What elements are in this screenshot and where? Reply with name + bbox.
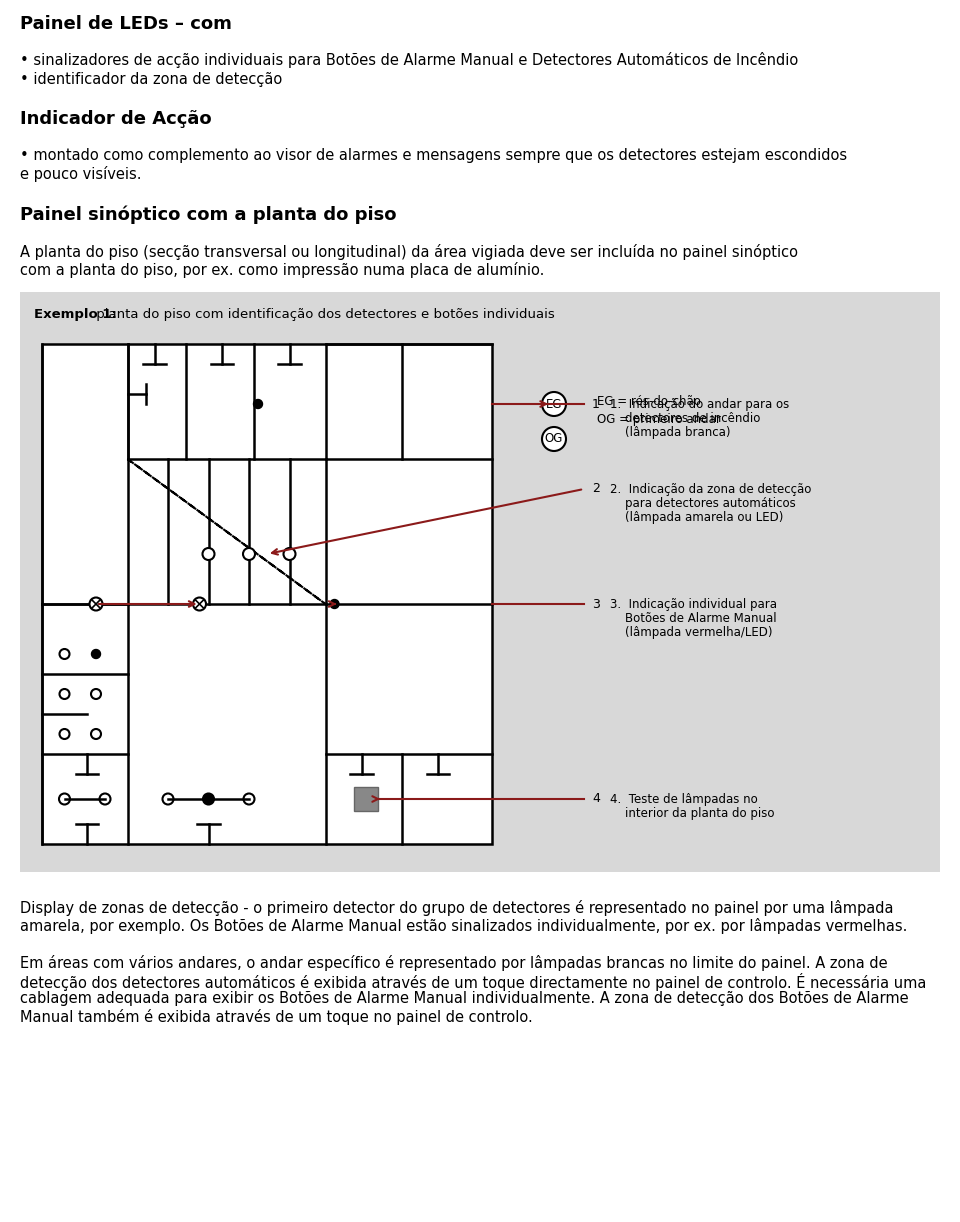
Text: Painel sinóptico com a planta do piso: Painel sinóptico com a planta do piso: [20, 205, 396, 224]
Circle shape: [162, 793, 174, 804]
Text: cablagem adequada para exibir os Botões de Alarme Manual individualmente. A zona: cablagem adequada para exibir os Botões …: [20, 991, 908, 1006]
Text: amarela, por exemplo. Os Botões de Alarme Manual estão sinalizados individualmen: amarela, por exemplo. Os Botões de Alarm…: [20, 918, 907, 934]
Circle shape: [91, 730, 101, 739]
Text: A planta do piso (secção transversal ou longitudinal) da área vigiada deve ser i: A planta do piso (secção transversal ou …: [20, 244, 798, 260]
Circle shape: [203, 547, 214, 560]
Text: OG: OG: [545, 433, 564, 446]
Circle shape: [243, 547, 255, 560]
Circle shape: [193, 598, 206, 611]
Text: Display de zonas de detecção - o primeiro detector do grupo de detectores é repr: Display de zonas de detecção - o primeir…: [20, 899, 894, 916]
Circle shape: [542, 426, 566, 451]
Text: 4: 4: [592, 793, 600, 805]
Text: OG = primeiro andar: OG = primeiro andar: [597, 413, 721, 426]
Circle shape: [203, 793, 214, 804]
Text: EG: EG: [545, 397, 563, 411]
Circle shape: [253, 400, 262, 408]
Bar: [354, 787, 378, 811]
Text: 1.  Indicação do andar para os: 1. Indicação do andar para os: [610, 398, 789, 411]
Circle shape: [283, 547, 296, 560]
Text: Painel de LEDs – com: Painel de LEDs – com: [20, 15, 232, 33]
Bar: [20, 292, 940, 873]
Circle shape: [60, 649, 69, 659]
Text: interior da planta do piso: interior da planta do piso: [610, 807, 775, 820]
Text: planta do piso com identificação dos detectores e botões individuais: planta do piso com identificação dos det…: [92, 308, 555, 321]
Circle shape: [204, 794, 213, 804]
Text: (lâmpada amarela ou LED): (lâmpada amarela ou LED): [610, 511, 783, 524]
Circle shape: [60, 689, 69, 699]
Circle shape: [91, 650, 101, 659]
Text: Indicador de Acção: Indicador de Acção: [20, 110, 211, 128]
Text: Botões de Alarme Manual: Botões de Alarme Manual: [610, 612, 777, 624]
Text: 1: 1: [592, 397, 600, 411]
Text: detecção dos detectores automáticos é exibida através de um toque directamente n: detecção dos detectores automáticos é ex…: [20, 973, 926, 991]
Text: • sinalizadores de acção individuais para Botões de Alarme Manual e Detectores A: • sinalizadores de acção individuais par…: [20, 53, 799, 68]
Circle shape: [542, 392, 566, 415]
Text: (lâmpada vermelha/LED): (lâmpada vermelha/LED): [610, 626, 773, 639]
Text: • identificador da zona de detecção: • identificador da zona de detecção: [20, 72, 282, 87]
Bar: [42, 345, 492, 844]
Text: para detectores automáticos: para detectores automáticos: [610, 497, 796, 510]
Text: detectores de incêndio: detectores de incêndio: [610, 412, 760, 425]
Circle shape: [330, 600, 339, 609]
Text: 4.  Teste de lâmpadas no: 4. Teste de lâmpadas no: [610, 793, 757, 807]
Text: com a planta do piso, por ex. como impressão numa placa de alumínio.: com a planta do piso, por ex. como impre…: [20, 262, 544, 277]
Circle shape: [60, 730, 69, 739]
Text: (lâmpada branca): (lâmpada branca): [610, 426, 731, 439]
Circle shape: [244, 793, 254, 804]
Text: Em áreas com vários andares, o andar específico é representado por lâmpadas bran: Em áreas com vários andares, o andar esp…: [20, 956, 888, 971]
Text: EG = rés-do-chão: EG = rés-do-chão: [597, 395, 701, 408]
Text: 3.  Indicação individual para: 3. Indicação individual para: [610, 598, 777, 611]
Text: • montado como complemento ao visor de alarmes e mensagens sempre que os detecto: • montado como complemento ao visor de a…: [20, 148, 847, 163]
Circle shape: [100, 793, 110, 804]
Circle shape: [89, 598, 103, 611]
Text: 2.  Indicação da zona de detecção: 2. Indicação da zona de detecção: [610, 483, 811, 496]
Text: 3: 3: [592, 598, 600, 611]
Text: Exemplo 1:: Exemplo 1:: [34, 308, 117, 321]
Text: Manual também é exibida através de um toque no painel de controlo.: Manual também é exibida através de um to…: [20, 1009, 533, 1025]
Circle shape: [91, 689, 101, 699]
Circle shape: [59, 793, 70, 804]
Text: e pouco visíveis.: e pouco visíveis.: [20, 166, 141, 182]
Text: 2: 2: [592, 483, 600, 495]
